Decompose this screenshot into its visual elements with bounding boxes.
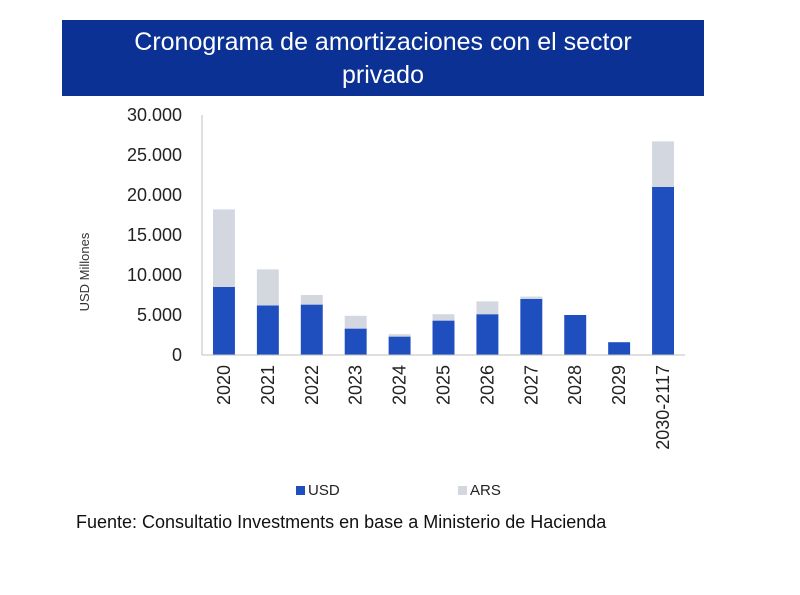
chart-title-bar: Cronograma de amortizaciones con el sect…: [62, 20, 704, 96]
legend-label-usd: USD: [308, 482, 340, 499]
amortization-chart: 30.000 25.000 20.000 15.000 10.000 5.000 0 202…: [77, 105, 685, 450]
bar-usd-2023: [344, 328, 367, 355]
y-tick-label: 0: [172, 345, 182, 365]
bar-ars-2020: [212, 209, 235, 287]
bar-ars-2023: [344, 315, 367, 329]
chart-title-line-1: Cronograma de amortizaciones con el sect…: [134, 28, 632, 56]
legend-item-usd: USD: [296, 482, 340, 499]
x-tick-label: 2020: [214, 365, 234, 405]
x-tick-label: 2029: [609, 365, 629, 405]
bar-usd-2024: [388, 336, 411, 355]
x-tick-label: 2022: [302, 365, 322, 405]
bar-usd-2027: [520, 299, 543, 355]
x-tick-label: 2025: [434, 365, 454, 405]
bar-usd-2022: [300, 304, 323, 355]
x-tick-label: 2024: [390, 365, 410, 405]
bar-usd-2030-2117: [652, 187, 675, 355]
bar-ars-2026: [476, 301, 499, 315]
x-tick-label: 2030-2117: [653, 365, 673, 450]
y-tick-label: 20.000: [127, 185, 182, 205]
bar-usd-2026: [476, 314, 499, 355]
legend-label-ars: ARS: [470, 482, 501, 499]
y-tick-label: 30.000: [127, 105, 182, 125]
bar-ars-2024: [388, 334, 411, 337]
y-tick-label: 25.000: [127, 145, 182, 165]
bar-usd-2029: [608, 342, 631, 355]
bar-usd-2028: [564, 315, 587, 355]
x-tick-label: 2021: [258, 365, 278, 405]
x-tick-label: 2026: [477, 365, 497, 405]
y-tick-label: 5.000: [137, 305, 182, 325]
bar-ars-2025: [432, 314, 455, 321]
legend-item-ars: ARS: [458, 482, 501, 499]
source-note: Fuente: Consultatio Investments en base …: [76, 512, 607, 532]
legend-swatch-ars: [458, 486, 467, 495]
bar-ars-2027: [520, 296, 543, 299]
bar-usd-2025: [432, 320, 455, 355]
x-tick-label: 2023: [346, 365, 366, 405]
bar-ars-2030-2117: [652, 141, 675, 187]
bar-usd-2021: [256, 305, 279, 355]
bar-ars-2021: [256, 269, 279, 306]
y-axis-label: USD Millones: [77, 232, 92, 311]
x-tick-label: 2028: [565, 365, 585, 405]
x-tick-label: 2027: [521, 365, 541, 405]
chart-title-line-2: privado: [342, 61, 424, 89]
bar-ars-2022: [300, 295, 323, 305]
bar-usd-2020: [212, 287, 235, 355]
y-tick-label: 10.000: [127, 265, 182, 285]
legend-swatch-usd: [296, 486, 305, 495]
y-tick-label: 15.000: [127, 225, 182, 245]
